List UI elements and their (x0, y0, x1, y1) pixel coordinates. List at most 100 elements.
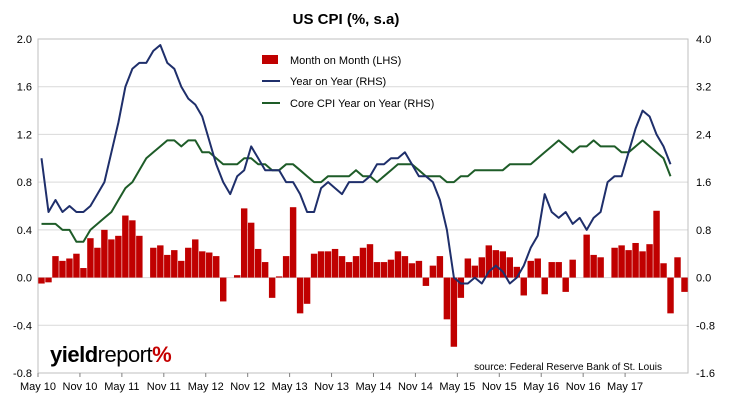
bar-mom (415, 260, 423, 278)
bar-mom (639, 251, 646, 278)
bar-mom (52, 256, 59, 278)
bar-mom (457, 277, 465, 298)
legend-swatch-mom (262, 55, 278, 64)
bar-mom (192, 239, 199, 278)
bar-mom (150, 247, 157, 278)
bar-mom (324, 251, 332, 278)
bar-mom (653, 210, 660, 278)
bar-mom (129, 220, 136, 278)
bar-mom (317, 251, 325, 278)
x-tick-label: May 13 (272, 381, 308, 393)
bar-mom (618, 245, 625, 278)
bar-mom (303, 277, 311, 304)
bar-mom (429, 265, 437, 278)
bar-mom (345, 262, 353, 278)
x-tick-label: Nov 15 (482, 381, 517, 393)
bar-mom (520, 277, 527, 296)
bar-mom (569, 259, 576, 278)
plot-border (37, 38, 689, 374)
y-right-tick-label: -1.6 (696, 368, 715, 380)
y-right-tick-label: 2.4 (696, 129, 711, 141)
y-left-tick-label: 1.6 (17, 82, 32, 94)
bar-mom (541, 277, 548, 295)
bar-mom (506, 257, 513, 278)
bar-mom (464, 258, 472, 278)
bar-mom (422, 277, 430, 286)
bar-mom (233, 275, 241, 278)
legend-label-core: Core CPI Year on Year (RHS) (290, 98, 434, 110)
bar-mom (625, 250, 632, 278)
bar-mom (352, 256, 360, 278)
y-left-tick-label: 0.4 (17, 225, 32, 237)
bar-mom (366, 244, 374, 278)
y-left-tick-label: 0.0 (17, 273, 32, 285)
bar-mom (289, 207, 297, 278)
bar-mom (632, 242, 639, 278)
bar-mom (450, 277, 458, 347)
bar-mom (548, 262, 555, 278)
bar-mom (597, 257, 604, 278)
bar-mom (443, 277, 451, 320)
bar-mom (394, 251, 402, 278)
y-left-tick-label: 2.0 (17, 34, 32, 46)
bar-mom (178, 260, 185, 278)
bar-mom (87, 238, 94, 278)
bar-mom (73, 253, 80, 278)
chart-title: US CPI (%, s.a) (293, 11, 400, 28)
bar-mom (667, 277, 674, 314)
y-left-tick-label: -0.4 (13, 320, 32, 332)
x-tick-label: Nov 14 (398, 381, 433, 393)
y-right-tick-label: -0.8 (696, 320, 715, 332)
y-right-tick-label: 0.8 (696, 225, 711, 237)
bar-mom (199, 251, 206, 278)
y-right-tick-label: 3.2 (696, 82, 711, 94)
bar-mom (240, 208, 248, 278)
y-axis-right: -1.6 -0.8 0.0 0.8 1.6 2.4 3.2 4.0 (696, 34, 715, 380)
bar-mom (254, 248, 262, 278)
bar-mom (387, 259, 395, 278)
bar-mom (261, 262, 269, 278)
bar-mom (527, 260, 534, 278)
bar-mom (185, 247, 192, 278)
bar-mom (562, 277, 569, 292)
x-tick-label: May 15 (439, 381, 475, 393)
x-tick-label: May 14 (355, 381, 391, 393)
x-tick-label: Nov 13 (314, 381, 349, 393)
bar-mom (408, 263, 416, 278)
bar-mom (555, 262, 562, 278)
y-left-tick-label: 1.2 (17, 129, 32, 141)
bar-mom (38, 277, 45, 284)
line-yoy (40, 44, 672, 285)
bar-mom (220, 277, 227, 302)
bar-mom (499, 251, 506, 278)
x-tick-label: Nov 11 (147, 381, 181, 393)
bar-mom (611, 247, 618, 278)
bar-mom (310, 253, 318, 278)
bar-mom (296, 277, 304, 314)
yieldreport-logo: yieldreport% (50, 342, 172, 367)
bar-mom (157, 245, 164, 278)
x-tick-label: Nov 16 (566, 381, 601, 393)
bar-series-mom (38, 207, 688, 347)
bar-mom (101, 229, 108, 278)
x-tick-label: May 10 (20, 381, 56, 393)
bar-mom (660, 263, 667, 278)
y-left-tick-label: 0.8 (17, 177, 32, 189)
line-core-yoy (41, 139, 672, 243)
bar-mom (206, 252, 213, 278)
bar-mom (268, 277, 276, 298)
bar-mom (359, 247, 367, 278)
bar-mom (478, 257, 486, 278)
y-right-tick-label: 4.0 (696, 34, 711, 46)
legend-label-mom: Month on Month (LHS) (290, 55, 401, 67)
bar-mom (122, 215, 129, 278)
x-tick-label: May 11 (104, 381, 139, 393)
bar-mom (471, 265, 479, 278)
bar-mom (373, 262, 381, 278)
bar-mom (583, 234, 590, 278)
bar-mom (94, 247, 101, 278)
bar-mom (247, 222, 255, 278)
y-axis-left: -0.8 -0.4 0.0 0.4 0.8 1.2 1.6 2.0 (13, 34, 32, 380)
x-axis: May 10 Nov 10 May 11 Nov 11 May 12 Nov 12 May … (20, 373, 643, 393)
